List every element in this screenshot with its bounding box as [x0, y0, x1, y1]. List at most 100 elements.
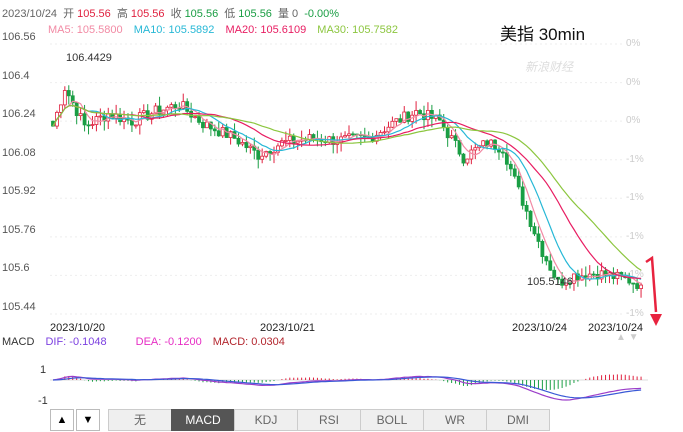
candle-body	[311, 134, 316, 140]
candle-body	[457, 140, 462, 155]
candle-body	[611, 272, 616, 279]
candle	[489, 138, 493, 150]
candle	[228, 130, 233, 145]
candle	[268, 150, 272, 161]
candle-body	[437, 114, 442, 121]
candle-body	[181, 101, 186, 109]
candle-body	[358, 134, 363, 137]
candle-body	[276, 145, 280, 153]
tab-kdj[interactable]: KDJ	[234, 409, 298, 431]
candle	[212, 124, 217, 137]
candle-body	[66, 90, 71, 97]
candle-body	[366, 136, 371, 139]
candle	[315, 130, 320, 147]
candle-body	[469, 149, 474, 160]
candle	[169, 102, 174, 115]
candle-body	[465, 158, 470, 164]
candle	[587, 265, 592, 282]
candle-body	[287, 135, 292, 141]
candle	[153, 102, 158, 115]
candle-body	[98, 115, 103, 118]
candle-body	[544, 256, 549, 262]
candle-body	[536, 233, 541, 242]
candle-body	[343, 135, 347, 138]
tab-boll[interactable]: BOLL	[360, 409, 424, 431]
candle	[177, 102, 182, 113]
tab-wr[interactable]: WR	[423, 409, 487, 431]
ma5-line	[52, 100, 642, 285]
candle	[90, 116, 95, 130]
candle-body	[106, 113, 111, 122]
scroll-arrows[interactable]: ▲ ▼	[616, 332, 639, 343]
candle	[611, 267, 616, 285]
candle	[524, 200, 529, 220]
tab-none[interactable]: 无	[108, 409, 172, 431]
candle-body	[283, 140, 288, 142]
candle-body	[347, 133, 351, 136]
chart-title: 美指 30min	[500, 25, 586, 44]
candle	[303, 136, 308, 144]
candle-body	[394, 118, 399, 122]
candle-body	[528, 210, 533, 227]
candle	[579, 268, 584, 281]
y-tick-label: 105.92	[2, 185, 36, 198]
candle	[220, 123, 225, 139]
candle-body	[268, 151, 272, 155]
candle	[141, 104, 146, 115]
candle-body	[70, 95, 75, 104]
candle	[106, 107, 111, 130]
candle	[374, 130, 379, 145]
candle-body	[512, 168, 517, 177]
percent-tick-label: 0%	[626, 38, 641, 49]
low-value: 105.56	[238, 8, 272, 20]
ma30-line	[52, 104, 642, 271]
candle	[512, 164, 517, 179]
candle	[244, 135, 249, 153]
candle	[208, 121, 213, 137]
candle	[497, 146, 501, 160]
scroll-up-button[interactable]: ▲	[50, 409, 74, 431]
candle-body	[177, 107, 182, 110]
tab-macd[interactable]: MACD	[171, 409, 235, 431]
candle	[429, 104, 434, 128]
candle-body	[90, 124, 95, 126]
candle	[205, 118, 209, 129]
candle-body	[410, 114, 415, 122]
candle	[319, 134, 324, 147]
candle-body	[189, 110, 194, 118]
tab-dmi[interactable]: DMI	[486, 409, 550, 431]
ma10-line	[52, 104, 642, 280]
candle-body	[252, 145, 257, 151]
candle	[291, 133, 296, 149]
candle	[351, 131, 355, 137]
candle-body	[501, 151, 505, 154]
y-tick-label: 106.08	[2, 146, 36, 159]
y-tick-label: 105.44	[2, 301, 36, 313]
candle-body	[323, 141, 328, 144]
candle-body	[335, 142, 340, 145]
candle	[94, 111, 99, 132]
candle	[62, 86, 67, 109]
candle-body	[429, 110, 434, 119]
scroll-down-button[interactable]: ▼	[76, 409, 100, 431]
tab-rsi[interactable]: RSI	[297, 409, 361, 431]
ma30-legend: MA30: 105.7582	[317, 24, 399, 36]
ma-legend: MA5: 105.5800 MA10: 105.5892 MA20: 105.6…	[48, 24, 406, 36]
candle	[418, 108, 422, 115]
candle	[118, 107, 122, 126]
macd-axis-top: 1	[40, 364, 47, 376]
candle	[402, 106, 407, 124]
candle-body	[185, 101, 190, 112]
candle-body	[122, 117, 126, 123]
candle-body	[78, 113, 83, 117]
candle	[631, 282, 636, 293]
x-label-1: 2023/10/20	[50, 322, 106, 334]
candle-body	[453, 135, 458, 141]
candle	[386, 121, 391, 139]
candle-body	[232, 131, 237, 139]
candle	[343, 131, 347, 138]
candle	[240, 139, 245, 147]
candle-body	[572, 273, 576, 284]
candle-body	[422, 113, 426, 121]
